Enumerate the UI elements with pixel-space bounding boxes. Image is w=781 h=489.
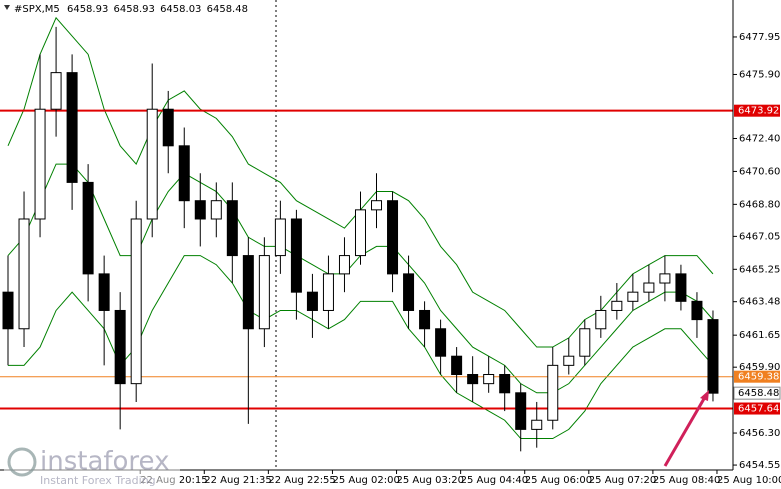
open-value: 6458.93: [67, 4, 108, 15]
candle-body: [130, 218, 142, 385]
candle-body: [98, 273, 110, 311]
candle-body: [194, 200, 206, 220]
candle-body: [467, 373, 479, 385]
y-tick-label: 6477.95: [739, 32, 780, 43]
candle-body: [435, 328, 447, 357]
x-tick-label: 22 Aug 22:55: [268, 475, 335, 486]
candle-body: [18, 218, 30, 330]
x-tick-label: 25 Aug 04:40: [461, 475, 528, 486]
y-tick-label: 6454.55: [739, 460, 780, 471]
level-label: 6457.64: [738, 404, 779, 415]
watermark-tagline: Instant Forex Trading: [40, 474, 156, 487]
close-value: 6458.48: [207, 4, 248, 15]
candle-body: [322, 273, 334, 311]
candle-body: [403, 273, 415, 311]
level-tag: [734, 104, 780, 117]
candle-body: [451, 355, 463, 375]
menu-icon[interactable]: [4, 5, 10, 10]
watermark-logo: [7, 447, 37, 477]
candle-body: [643, 282, 655, 293]
candle-body: [354, 209, 366, 257]
x-tick-label: 25 Aug 06:00: [525, 475, 592, 486]
candle-body: [274, 218, 286, 257]
candle-body: [483, 373, 495, 385]
y-tick-label: 6468.80: [739, 199, 780, 210]
candle-body: [34, 108, 46, 220]
candle-body: [226, 200, 238, 257]
x-tick-label: 25 Aug 10:00: [717, 475, 781, 486]
plot: [0, 16, 733, 452]
y-tick-label: 6467.05: [739, 231, 780, 242]
candle-body: [387, 200, 399, 275]
candle-body: [627, 291, 639, 302]
candle-body: [162, 108, 174, 147]
candle-body: [419, 309, 431, 330]
candle-body: [114, 309, 126, 385]
high-value: 6458.93: [114, 4, 155, 15]
x-tick-label: 25 Aug 07:20: [589, 475, 656, 486]
candle-body: [146, 108, 158, 220]
y-tick-label: 6465.25: [739, 264, 780, 275]
candle-body: [306, 291, 318, 311]
x-tick-label: 22 Aug 21:35: [204, 475, 271, 486]
candle-body: [499, 373, 511, 394]
candle-body: [290, 218, 302, 293]
watermark-brand: instaforex: [40, 447, 169, 477]
candle-body: [579, 328, 591, 357]
candle-body: [547, 364, 559, 421]
candle-body: [82, 181, 94, 275]
level-tag: [734, 370, 780, 383]
candle-body: [707, 319, 719, 394]
x-tick-label: 25 Aug 03:20: [397, 475, 464, 486]
arrow-shaft: [663, 396, 707, 467]
candle-body: [611, 300, 623, 311]
y-tick-label: 6472.40: [739, 133, 780, 144]
y-tick-label: 6461.65: [739, 330, 780, 341]
y-tick-label: 6470.60: [739, 166, 780, 177]
candle-body: [563, 355, 575, 366]
x-tick-label: 25 Aug 02:00: [332, 475, 399, 486]
y-tick-label: 6459.90: [739, 362, 780, 373]
candle-body: [50, 72, 62, 110]
candle-body: [531, 419, 543, 430]
candle-body: [338, 255, 350, 275]
candle-body: [675, 273, 687, 302]
candle-body: [66, 72, 78, 183]
candle-body: [2, 291, 14, 330]
level-label: 6459.38: [738, 372, 779, 383]
level-tag: [734, 402, 780, 415]
candle-body: [242, 255, 254, 330]
level-label: 6473.92: [738, 106, 779, 117]
x-tick-label: 25 Aug 08:40: [653, 475, 720, 486]
low-value: 6458.03: [160, 4, 201, 15]
candle-body: [371, 200, 383, 211]
candle-body: [258, 255, 270, 330]
y-tick-label: 6456.30: [739, 428, 780, 439]
candle-body: [178, 145, 190, 202]
candle-body: [691, 300, 703, 321]
symbol: #SPX,M5: [14, 4, 60, 15]
candle-body: [659, 273, 671, 284]
price-tag: [733, 386, 781, 400]
watermark: instaforex Instant Forex Trading: [4, 444, 180, 489]
current-price-label: 6458.48: [738, 388, 779, 399]
candle-body: [515, 392, 527, 430]
chart-header: #SPX,M5 6458.93 6458.93 6458.03 6458.48: [14, 4, 248, 15]
y-tick-label: 6463.48: [739, 297, 780, 308]
candle-body: [210, 200, 222, 220]
y-tick-label: 6475.90: [739, 69, 780, 80]
arrow-head: [700, 390, 709, 401]
candle-body: [595, 309, 607, 330]
